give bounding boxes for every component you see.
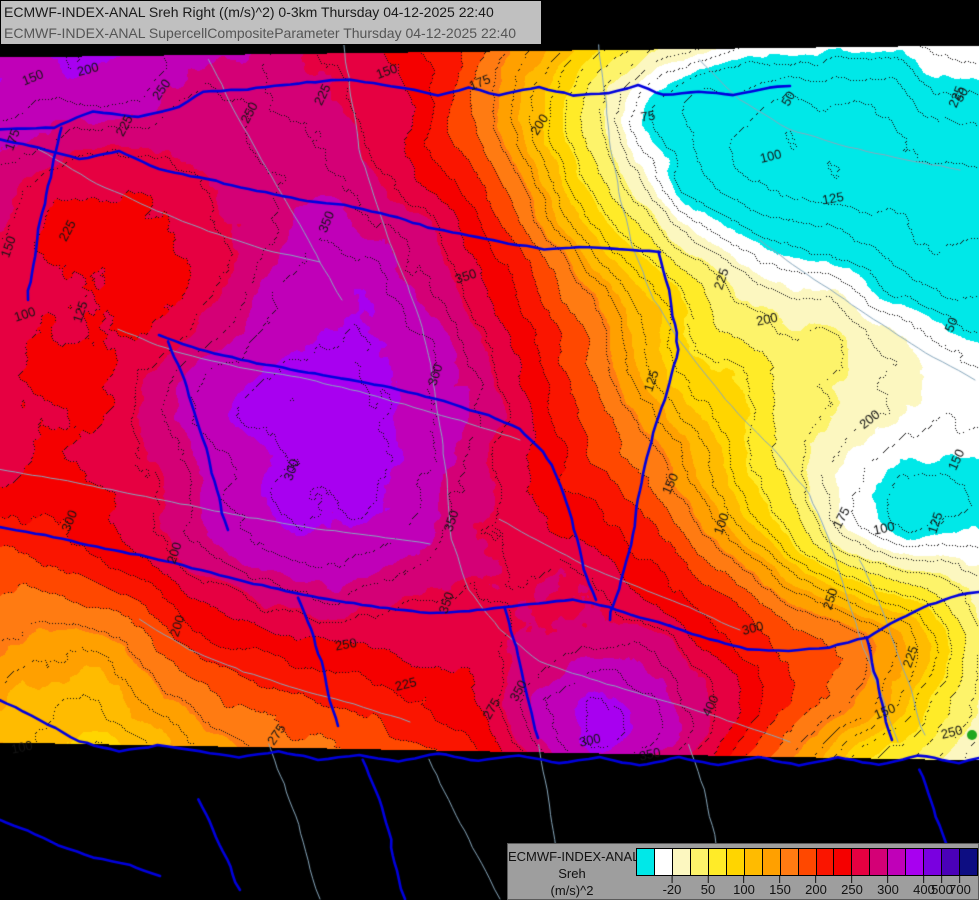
- colorbar-tick: 400: [913, 876, 935, 897]
- colorbar-tick: 100: [733, 876, 755, 897]
- map-title-bar: ECMWF-INDEX-ANAL Sreh Right ((m/s)^2) 0-…: [0, 0, 542, 45]
- colorbar-swatch: [672, 849, 691, 875]
- colorbar-swatch: [708, 849, 727, 875]
- colorbar-tick-mark: [851, 876, 853, 883]
- colorbar-tick: 250: [841, 876, 863, 897]
- colorbar-tick-mark: [941, 876, 943, 883]
- colorbar-swatch: [852, 849, 871, 875]
- colorbar-swatch: [906, 849, 925, 875]
- colorbar-tick-mark: [779, 876, 781, 883]
- colorbar-tick-mark: [887, 876, 889, 883]
- colorbar-tick-mark: [707, 876, 709, 883]
- colorbar-swatch: [762, 849, 781, 875]
- colorbar-tick: 200: [805, 876, 827, 897]
- legend-units-label: (m/s)^2: [550, 883, 594, 898]
- colorbar-tick-label: 500: [931, 882, 953, 897]
- colorbar-swatch: [942, 849, 961, 875]
- legend-caption: ECMWF-INDEX-ANAL Sreh (m/s)^2: [508, 844, 640, 899]
- colorbar-swatch: [744, 849, 763, 875]
- colorbar-tick-label: 150: [769, 882, 791, 897]
- colorbar-tick-mark: [959, 876, 961, 883]
- colorbar-tick-label: 400: [913, 882, 935, 897]
- colorbar-swatch: [816, 849, 835, 875]
- colorbar-tick: 300: [877, 876, 899, 897]
- map-title-primary: ECMWF-INDEX-ANAL Sreh Right ((m/s)^2) 0-…: [4, 4, 494, 20]
- colorbar-swatch: [870, 849, 889, 875]
- colorbar-tick-label: 50: [700, 882, 716, 897]
- legend-field-label: Sreh: [558, 866, 586, 881]
- colorbar-swatch: [834, 849, 853, 875]
- colorbar-swatch: [798, 849, 817, 875]
- colorbar-ticks: -20 50 100 150 200 250 300 400 500 700: [636, 876, 978, 900]
- colorbar-tick: 500: [931, 876, 953, 897]
- colorbar-tick-mark: [923, 876, 925, 883]
- colorbar-tick-label: 100: [733, 882, 755, 897]
- colorbar-tick-mark: [671, 876, 673, 883]
- colorbar-tick-mark: [815, 876, 817, 883]
- colorbar-swatch: [637, 849, 655, 875]
- colorbar-tick: -20: [662, 876, 682, 897]
- colorbar-tick-label: 300: [877, 882, 899, 897]
- colorbar-swatch: [924, 849, 943, 875]
- colorbar-tick-label: 700: [949, 882, 971, 897]
- colorbar-tick: 150: [769, 876, 791, 897]
- colorbar-tick: 700: [949, 876, 971, 897]
- colorbar-tick: 50: [701, 876, 715, 897]
- legend-model-label: ECMWF-INDEX-ANAL: [508, 849, 640, 864]
- map-title-secondary: ECMWF-INDEX-ANAL SupercellCompositeParam…: [4, 25, 516, 41]
- colorbar-swatch: [654, 849, 673, 875]
- colorbar-swatch: [690, 849, 709, 875]
- colorbar-tick-label: 250: [841, 882, 863, 897]
- colorbar-tick-mark: [743, 876, 745, 883]
- colorbar-swatches: [636, 848, 978, 876]
- colorbar-swatch: [960, 849, 978, 875]
- colorbar-tick-label: 200: [805, 882, 827, 897]
- legend-scale: -20 50 100 150 200 250 300 400 500 700: [636, 844, 978, 900]
- colorbar-swatch: [780, 849, 799, 875]
- colorbar-swatch: [888, 849, 907, 875]
- colorbar-tick-label: -20: [662, 882, 682, 897]
- colorbar-swatch: [726, 849, 745, 875]
- colorbar-legend: ECMWF-INDEX-ANAL Sreh (m/s)^2 -20 50 100 15…: [507, 843, 979, 900]
